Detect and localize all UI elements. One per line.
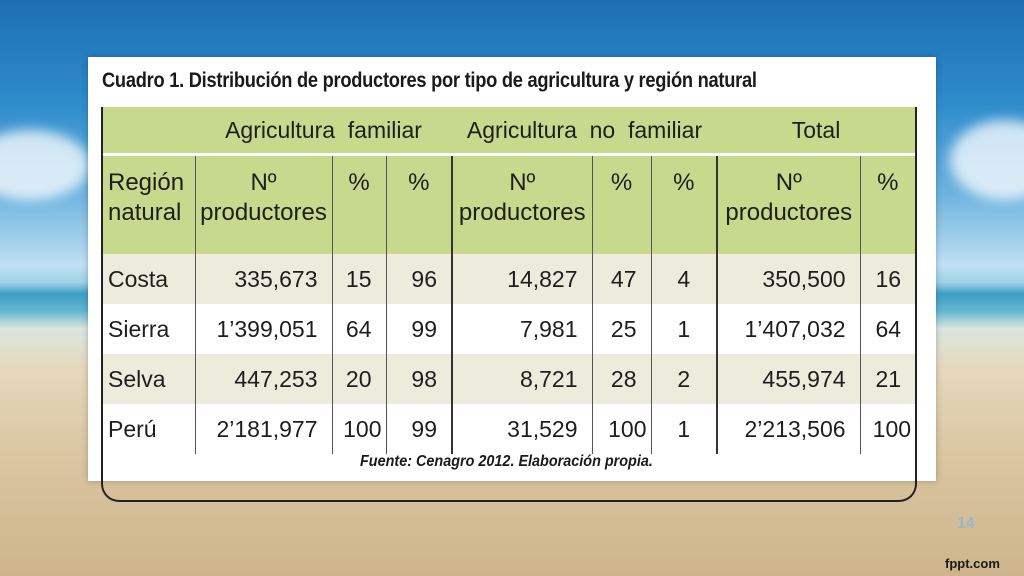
cell-af-pct1: 100 (332, 404, 387, 454)
cell-af-pct2: 99 (386, 404, 454, 454)
cell-total-pct: 16 (860, 254, 915, 304)
cell-af-n: 1’399,051 (195, 304, 333, 354)
group-header-no-familiar: Agricultura no familiar (452, 107, 718, 156)
cell-anf-n: 7,981 (452, 304, 593, 354)
cell-anf-pct2: 1 (651, 304, 719, 354)
cell-af-pct2: 99 (386, 304, 454, 354)
header-anf-productores-label: productores (458, 199, 586, 226)
cell-anf-n: 14,827 (452, 254, 593, 304)
header-total-productores-label: productores (725, 199, 853, 226)
cell-af-n: 2’181,977 (195, 404, 333, 454)
group-header-row: Agricultura familiar Agricultura no fami… (103, 107, 915, 156)
header-anf-n-productores: Nº productores (452, 154, 593, 254)
cell-region: Sierra (103, 304, 196, 354)
header-total-n-label: Nº (775, 169, 802, 196)
cell-anf-n: 31,529 (452, 404, 593, 454)
table-row-costa: Costa 335,673 15 96 14,827 47 4 350,500 … (103, 254, 915, 304)
header-anf-pct1: % (592, 154, 652, 254)
cell-af-pct2: 98 (386, 354, 454, 404)
cell-anf-pct1: 47 (592, 254, 652, 304)
header-total-pct: % (860, 154, 915, 254)
cell-total-pct: 21 (860, 354, 915, 404)
cell-anf-pct1: 100 (592, 404, 652, 454)
cell-region: Selva (103, 354, 196, 404)
cell-af-pct1: 64 (332, 304, 387, 354)
cell-anf-pct2: 4 (651, 254, 719, 304)
group-header-familiar: Agricultura familiar (195, 107, 453, 156)
slide-card: Cuadro 1. Distribución de productores po… (88, 57, 936, 502)
distribution-table: Agricultura familiar Agricultura no fami… (101, 107, 917, 502)
cell-total-n: 350,500 (717, 254, 861, 304)
cloud-right (950, 120, 1024, 200)
cell-anf-pct2: 2 (651, 354, 719, 404)
cell-total-n: 1’407,032 (717, 304, 861, 354)
cell-anf-pct1: 28 (592, 354, 652, 404)
cell-af-pct1: 15 (332, 254, 387, 304)
header-af-n-label: Nº (250, 169, 277, 196)
cell-total-pct: 64 (860, 304, 915, 354)
cell-af-pct1: 20 (332, 354, 387, 404)
header-region-line1: Región (108, 169, 185, 196)
table-caption: Cuadro 1. Distribución de productores po… (102, 69, 757, 92)
column-header-row: Región natural Nº productores % % Nº pro… (103, 154, 915, 254)
header-af-pct1: % (332, 154, 387, 254)
header-af-productores-label: productores (200, 199, 327, 226)
cell-anf-pct1: 25 (592, 304, 652, 354)
table-row-peru: Perú 2’181,977 100 99 31,529 100 1 2’213… (103, 404, 915, 454)
header-total-n-productores: Nº productores (717, 154, 861, 254)
cell-af-n: 335,673 (195, 254, 333, 304)
table-row-sierra: Sierra 1’399,051 64 99 7,981 25 1 1’407,… (103, 304, 915, 354)
cloud-left (0, 130, 90, 200)
cell-region: Costa (103, 254, 196, 304)
header-af-n-productores: Nº productores (195, 154, 333, 254)
group-header-blank (103, 107, 195, 156)
cell-total-n: 455,974 (717, 354, 861, 404)
table-row-selva: Selva 447,253 20 98 8,721 28 2 455,974 2… (103, 354, 915, 404)
header-region-line2: natural (108, 199, 182, 226)
cell-af-n: 447,253 (195, 354, 333, 404)
header-anf-n-label: Nº (509, 169, 536, 196)
cell-anf-n: 8,721 (452, 354, 593, 404)
group-header-total: Total (717, 107, 915, 156)
cell-total-n: 2’213,506 (717, 404, 861, 454)
header-af-pct2: % (386, 154, 454, 254)
header-anf-pct2: % (651, 154, 719, 254)
source-note: Fuente: Cenagro 2012. Elaboración propia… (360, 453, 653, 470)
cell-af-pct2: 96 (386, 254, 454, 304)
header-region: Región natural (103, 154, 196, 254)
cell-region: Perú (103, 404, 196, 454)
cell-total-pct: 100 (860, 404, 915, 454)
page-number: 14 (957, 515, 975, 532)
cell-anf-pct2: 1 (651, 404, 719, 454)
brand-logo: fppt.com (945, 556, 1000, 571)
